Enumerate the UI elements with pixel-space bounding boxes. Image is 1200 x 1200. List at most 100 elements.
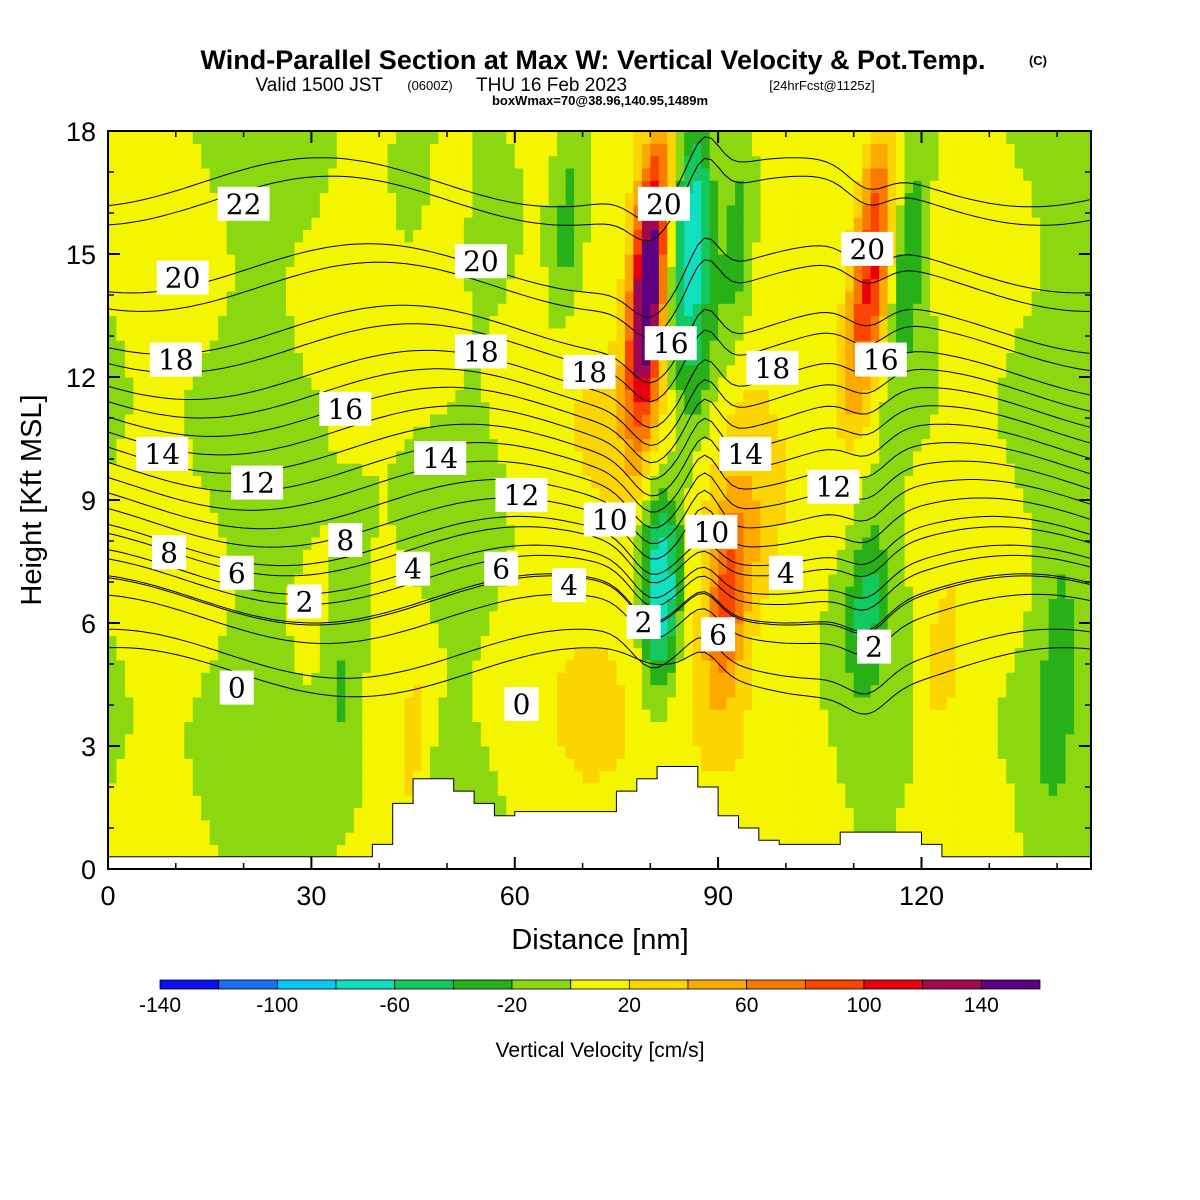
velocity-cell (675, 746, 685, 759)
velocity-cell (819, 635, 829, 649)
velocity-cell (921, 549, 931, 563)
velocity-cell (896, 795, 906, 809)
velocity-cell (565, 672, 575, 686)
velocity-cell (904, 746, 914, 759)
velocity-cell (260, 549, 270, 563)
velocity-cell (658, 721, 668, 735)
velocity-cell (718, 500, 728, 513)
velocity-cell (370, 352, 380, 366)
velocity-cell (1074, 389, 1084, 403)
velocity-cell (370, 782, 380, 796)
velocity-cell (472, 500, 482, 513)
velocity-cell (150, 610, 160, 624)
velocity-cell (116, 782, 126, 796)
velocity-cell (946, 438, 957, 452)
velocity-cell (887, 647, 897, 661)
velocity-cell (311, 770, 321, 784)
velocity-cell (116, 389, 126, 403)
velocity-cell (879, 721, 889, 735)
velocity-cell (438, 549, 448, 563)
velocity-cell (226, 549, 236, 563)
velocity-cell (1014, 487, 1024, 501)
velocity-cell (692, 401, 702, 415)
velocity-cell (150, 647, 160, 661)
velocity-cell (116, 512, 126, 526)
velocity-cell (913, 413, 923, 427)
velocity-cell (811, 586, 821, 599)
velocity-cell (133, 364, 143, 378)
velocity-cell (362, 807, 372, 821)
velocity-cell (794, 647, 804, 661)
velocity-cell (1065, 487, 1075, 501)
velocity-cell (1006, 696, 1016, 710)
velocity-cell (599, 659, 609, 673)
velocity-cell (277, 561, 287, 575)
velocity-cell (684, 438, 694, 452)
velocity-cell (192, 832, 202, 845)
velocity-cell (777, 758, 787, 772)
velocity-cell (692, 598, 702, 612)
velocity-cell (489, 709, 499, 722)
velocity-cell (650, 598, 660, 612)
velocity-cell (955, 598, 965, 612)
velocity-cell (328, 709, 338, 722)
velocity-cell (963, 401, 973, 415)
velocity-cell (1065, 819, 1075, 833)
velocity-cell (650, 733, 660, 747)
velocity-cell (692, 746, 702, 759)
velocity-cell (802, 795, 812, 809)
velocity-cell (896, 746, 906, 759)
velocity-cell (929, 413, 940, 427)
velocity-cell (192, 684, 202, 698)
velocity-cell (285, 684, 296, 698)
velocity-cell (328, 635, 338, 649)
velocity-cell (938, 610, 948, 624)
velocity-cell (896, 450, 906, 464)
velocity-cell (269, 536, 279, 550)
velocity-cell (294, 536, 304, 550)
velocity-cell (472, 795, 482, 809)
velocity-cell (599, 610, 609, 624)
velocity-cell (294, 475, 304, 489)
velocity-cell (633, 659, 643, 673)
velocity-cell (1014, 573, 1024, 587)
velocity-cell (252, 536, 262, 550)
velocity-cell (150, 598, 160, 612)
velocity-cell (582, 746, 592, 759)
velocity-cell (243, 721, 253, 735)
velocity-cell (1048, 721, 1058, 735)
velocity-cell (1040, 770, 1050, 784)
velocity-cell (845, 746, 855, 759)
velocity-cell (1023, 721, 1033, 735)
velocity-cell (633, 401, 643, 415)
velocity-cell (531, 598, 541, 612)
velocity-cell (607, 733, 618, 747)
velocity-cell (853, 770, 863, 784)
velocity-cell (845, 500, 855, 513)
velocity-cell (531, 770, 541, 784)
velocity-cell (785, 758, 795, 772)
velocity-cell (497, 807, 507, 821)
velocity-cell (463, 389, 473, 403)
velocity-cell (540, 733, 550, 747)
velocity-cell (463, 659, 473, 673)
velocity-cell (319, 844, 329, 858)
velocity-cell (362, 746, 372, 759)
velocity-cell (616, 672, 626, 686)
velocity-cell (345, 426, 355, 440)
velocity-cell (913, 549, 923, 563)
velocity-cell (701, 487, 711, 501)
velocity-cell (1048, 364, 1058, 378)
velocity-cell (972, 782, 982, 796)
velocity-cell (819, 549, 829, 563)
velocity-cell (387, 524, 397, 538)
velocity-cell (701, 413, 711, 427)
velocity-cell (302, 389, 312, 403)
velocity-cell (523, 450, 533, 464)
velocity-cell (1082, 413, 1091, 427)
velocity-cell (743, 782, 753, 796)
velocity-cell (946, 586, 957, 599)
velocity-cell (209, 758, 219, 772)
velocity-cell (921, 635, 931, 649)
velocity-cell (616, 352, 626, 366)
